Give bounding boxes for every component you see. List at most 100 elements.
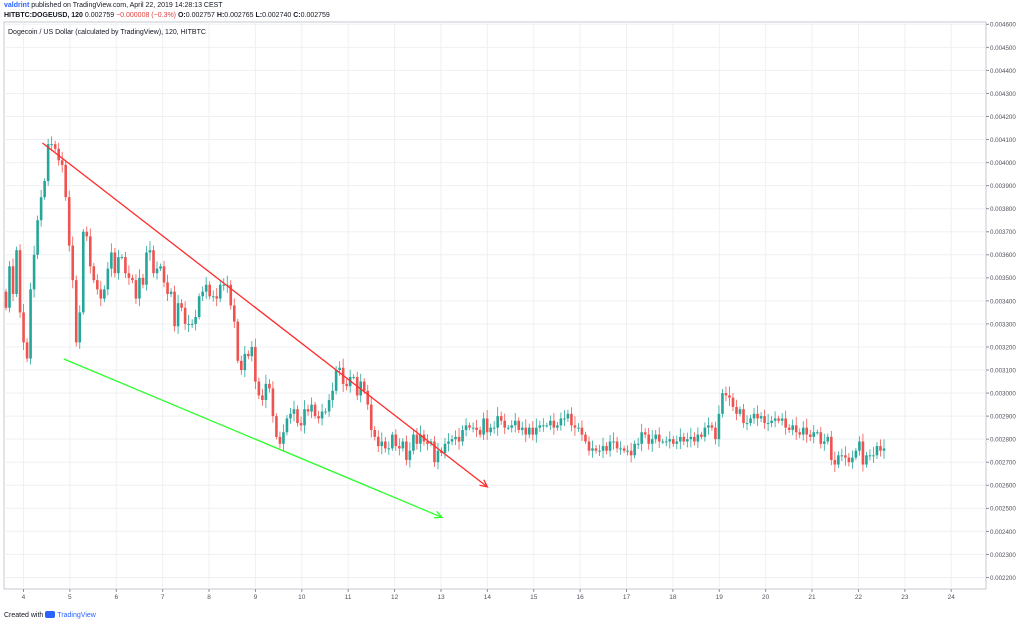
y-tick-label: 0.002600: [990, 483, 1016, 490]
candle-body: [763, 416, 766, 424]
candle-body: [861, 441, 865, 465]
candle-body: [296, 409, 299, 424]
candle-body: [794, 425, 798, 433]
candle-body: [552, 420, 556, 428]
x-tick-label: 14: [484, 594, 492, 601]
candle-body: [39, 197, 43, 221]
y-tick-label: 0.003000: [990, 390, 1016, 397]
candle-body: [520, 427, 524, 430]
candle-body: [96, 280, 99, 290]
candle-body: [503, 420, 507, 428]
candle-body: [85, 231, 89, 237]
candle-body: [106, 268, 110, 290]
candle-body: [250, 346, 254, 357]
candle-body: [580, 427, 584, 435]
candle-body: [527, 427, 531, 435]
candle-body: [376, 436, 380, 447]
candle-body: [689, 436, 693, 440]
candle-body: [268, 383, 271, 389]
candle-body: [517, 420, 521, 430]
candle-body: [36, 220, 39, 255]
candle-body: [805, 427, 809, 435]
candle-body: [822, 441, 826, 444]
candle-body: [879, 446, 882, 451]
candle-body: [830, 436, 833, 460]
candle-body: [812, 432, 816, 437]
candle-body: [819, 432, 823, 444]
y-tick-label: 0.003500: [990, 275, 1016, 282]
candle-body: [461, 429, 464, 442]
y-tick-label: 0.003200: [990, 344, 1016, 351]
y-tick-label: 0.003600: [990, 252, 1016, 259]
candle-body: [780, 418, 784, 421]
y-axis[interactable]: 0.004600 0.004500 0.004400 0.004300 0.004200…: [986, 22, 1016, 582]
open-label: O:: [177, 12, 186, 19]
candle-body: [162, 266, 166, 283]
candle-body: [113, 252, 117, 274]
high-label: H:: [216, 12, 225, 19]
x-tick-label: 7: [161, 594, 165, 601]
candle-body: [285, 418, 289, 433]
x-tick-label: 13: [437, 594, 445, 601]
candle-body: [608, 441, 612, 451]
candle-body: [752, 413, 756, 419]
x-axis[interactable]: 4 5 6 7 8 9 10 11 12 13 14 15 16 17 18 19 20 21 22 23 24: [22, 589, 956, 601]
y-tick-label: 0.002400: [990, 529, 1016, 536]
candle-body: [433, 441, 436, 463]
candle-body: [844, 455, 847, 458]
tradingview-brand-link[interactable]: TradingView: [57, 612, 96, 619]
candle-body: [506, 427, 510, 429]
trend-lines[interactable]: [42, 142, 489, 519]
candle-body: [18, 250, 22, 313]
candle-body: [169, 291, 173, 294]
candle-body: [74, 280, 78, 343]
candle-body: [471, 427, 475, 429]
candle-body: [419, 434, 422, 444]
candle-body: [145, 252, 148, 285]
support-trend-line-arrowhead: [433, 510, 444, 519]
candle-body: [334, 370, 338, 391]
candle-body: [88, 236, 92, 267]
candle-body: [11, 266, 15, 294]
y-tick-label: 0.004200: [990, 114, 1016, 121]
close-value: 0.002759: [300, 12, 330, 19]
candle-body: [468, 425, 471, 428]
x-tick-label: 5: [68, 594, 72, 601]
candle-body: [475, 427, 478, 430]
candle-body: [728, 395, 731, 398]
candle-body: [415, 434, 419, 444]
candle-body: [264, 383, 268, 400]
author-link[interactable]: valdrint: [4, 2, 30, 9]
y-tick-label: 0.004500: [990, 45, 1016, 52]
x-tick-label: 8: [207, 594, 211, 601]
candle-body: [724, 393, 728, 396]
candle-body: [166, 282, 169, 294]
x-tick-label: 23: [901, 594, 909, 601]
candle-body: [478, 429, 482, 435]
x-tick-label: 6: [114, 594, 118, 601]
candle-body: [626, 450, 629, 452]
candle-body: [766, 423, 770, 425]
y-tick-label: 0.004000: [990, 160, 1016, 167]
candle-body: [229, 284, 233, 306]
candle-body: [183, 307, 187, 324]
candle-body: [436, 450, 440, 463]
candle-body: [180, 303, 183, 308]
candle-body: [29, 289, 32, 359]
candle-body: [671, 439, 675, 444]
candle-body: [686, 439, 689, 442]
candle-body: [801, 427, 805, 435]
candle-body: [464, 425, 468, 430]
candle-body: [545, 425, 549, 427]
candle-body: [749, 418, 752, 424]
candle-body: [566, 413, 570, 419]
y-tick-label: 0.003800: [990, 206, 1016, 213]
candle-body: [791, 425, 794, 430]
candle-body: [851, 457, 854, 463]
candle-body: [542, 425, 545, 427]
candle-body: [282, 432, 285, 444]
candle-body: [327, 400, 331, 412]
candle-body: [398, 446, 401, 449]
candles: [4, 136, 886, 473]
